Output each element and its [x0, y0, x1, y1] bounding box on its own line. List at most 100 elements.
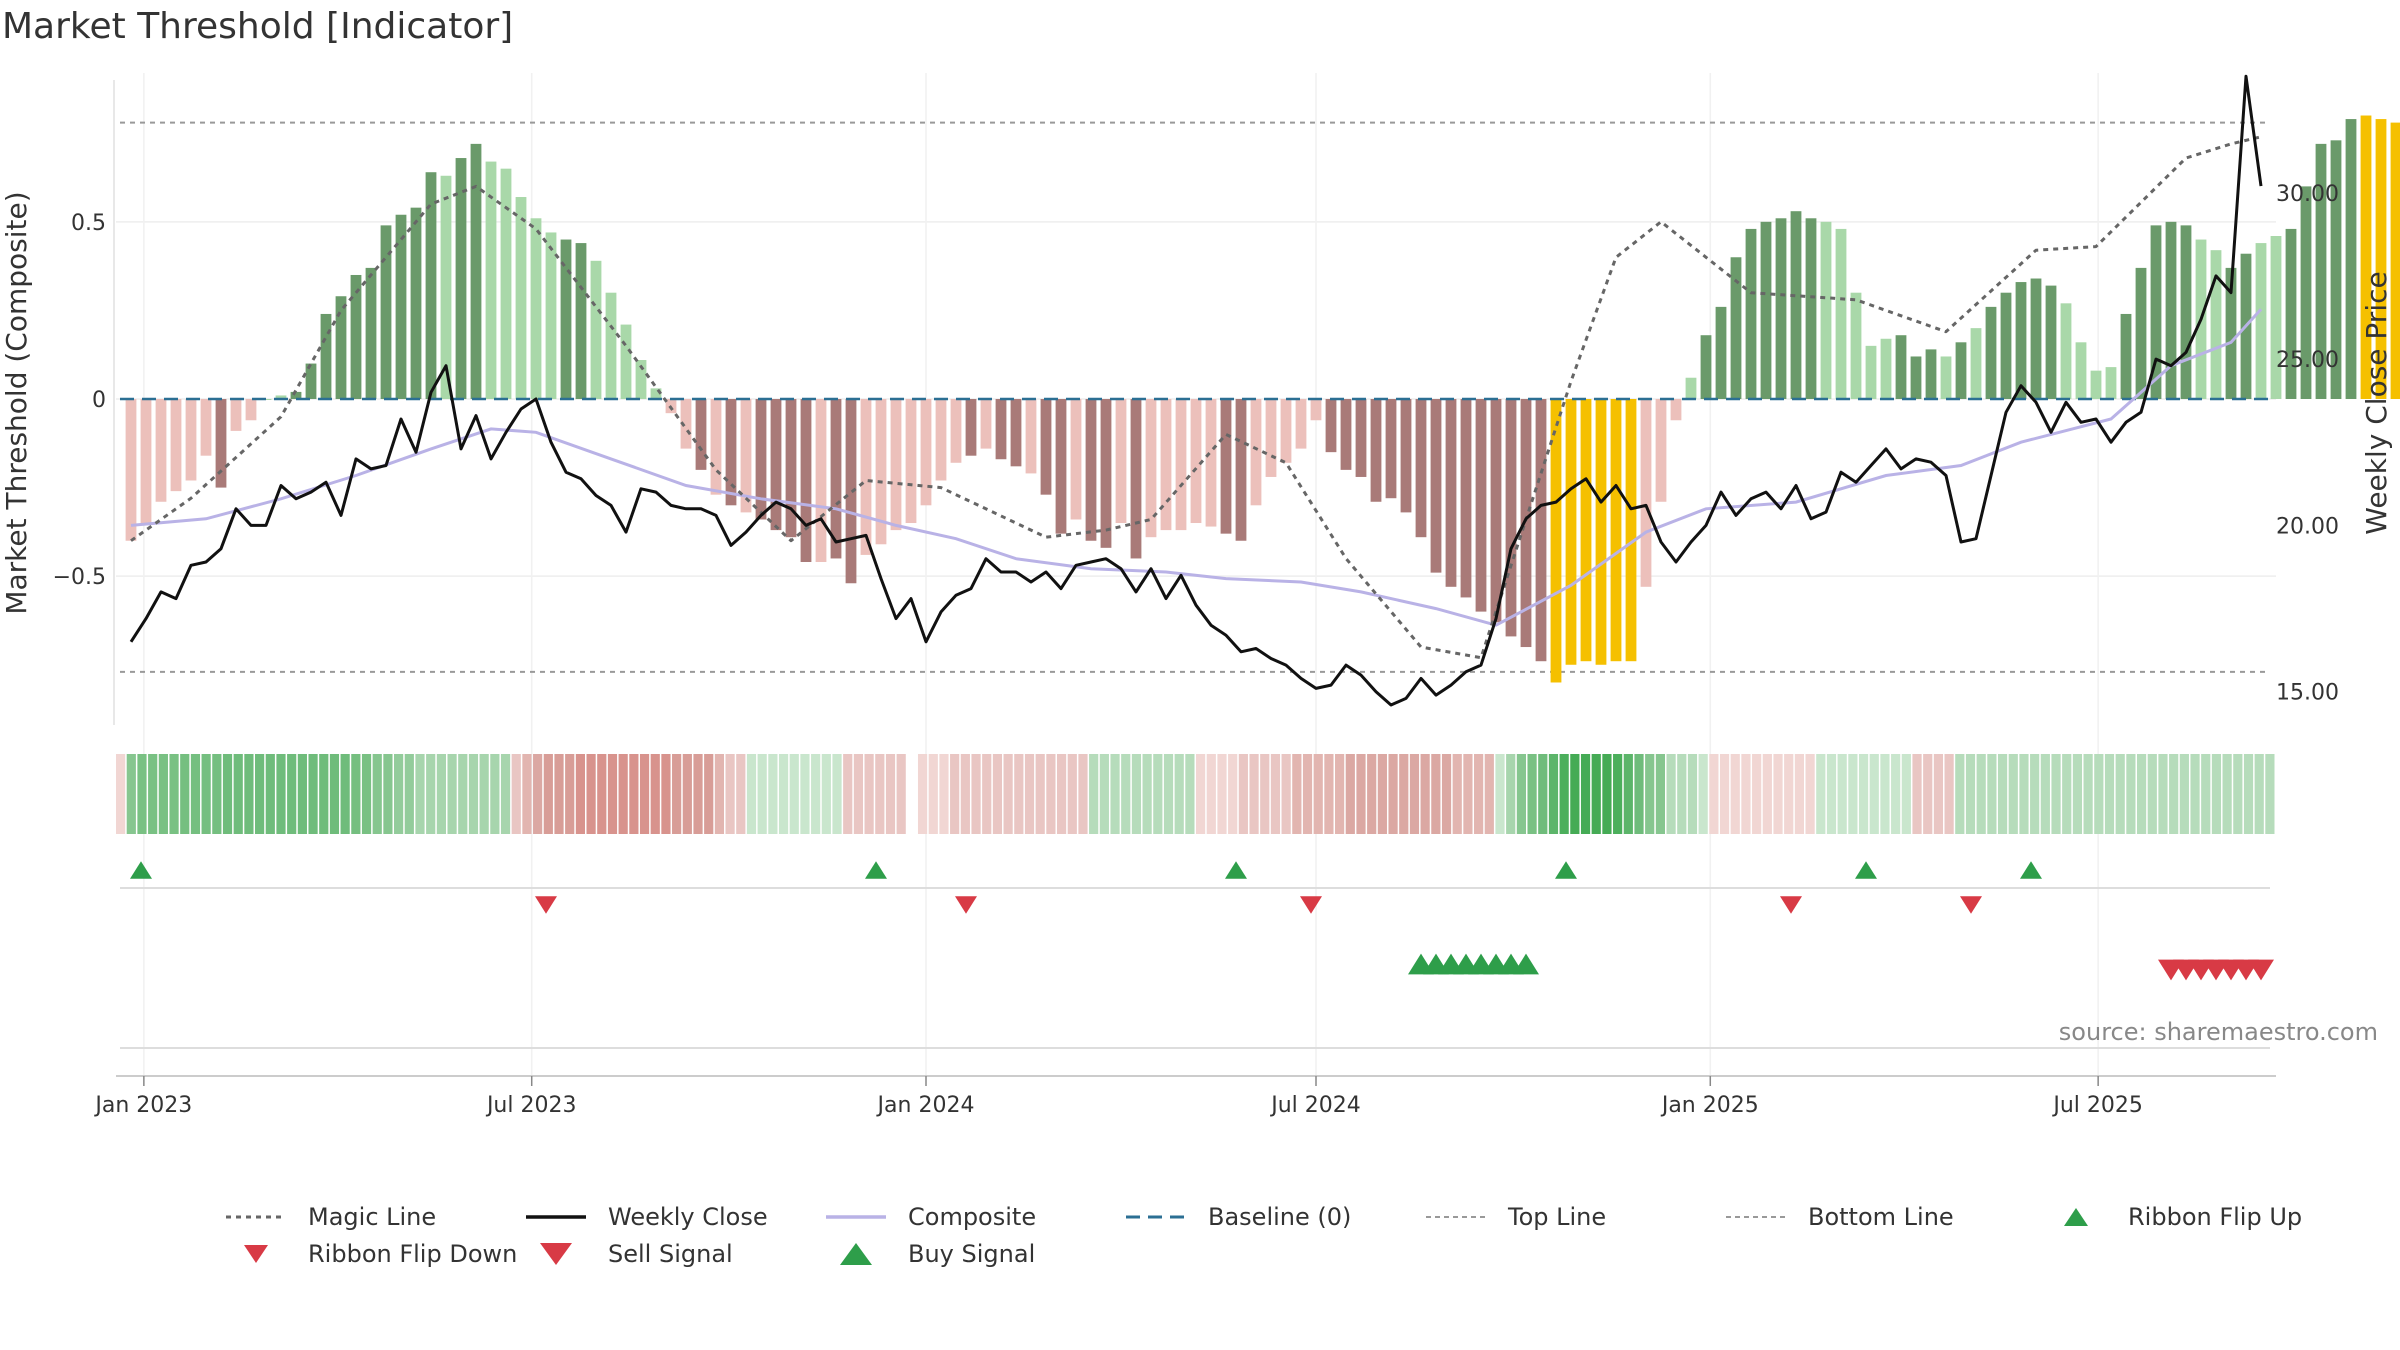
ribbon-cell: [832, 754, 842, 834]
axes: −0.5 0 0.5 15.00 20.00 25.00 30.00: [53, 80, 2339, 725]
histogram-bar: [1460, 399, 1472, 598]
ribbon-cell: [704, 754, 714, 834]
legend-label: Baseline (0): [1208, 1203, 1351, 1231]
ribbon-cell: [1773, 754, 1783, 834]
x-axis-tick-label: Jul 2024: [1269, 1093, 1361, 1118]
histogram-bar: [1790, 211, 1802, 399]
ribbon-cell: [1078, 754, 1088, 834]
histogram-bar: [1250, 399, 1262, 506]
histogram-bar: [1985, 306, 1997, 399]
ribbon-cell: [565, 754, 575, 834]
histogram-bar: [800, 399, 812, 562]
histogram-bar: [440, 175, 452, 399]
ribbon-cell: [276, 754, 286, 834]
ribbon-flip-down-marker: [1780, 896, 1802, 914]
ribbon-cell: [672, 754, 682, 834]
ribbon-cell: [1324, 754, 1334, 834]
histogram-bar: [560, 239, 572, 399]
ribbon-cell: [2158, 754, 2168, 834]
histogram-bar: [1310, 399, 1322, 421]
ribbon-cell: [180, 754, 190, 834]
histogram-bar: [770, 399, 782, 531]
histogram-bar: [2045, 285, 2057, 399]
histogram-bar: [2390, 122, 2400, 399]
legend-item: Ribbon Flip Up: [2064, 1203, 2302, 1231]
ribbon-cell: [436, 754, 446, 834]
ribbon-cell: [885, 754, 896, 834]
histogram-bar: [305, 363, 317, 399]
histogram-bar: [1940, 356, 1952, 399]
ribbon-cell: [137, 754, 147, 834]
histogram-bar: [2345, 119, 2357, 399]
histogram-bar: [1640, 399, 1652, 587]
ribbon-cell: [982, 754, 992, 834]
histogram-bar: [170, 399, 182, 492]
ribbon-cell: [222, 754, 233, 834]
ribbon-cell: [853, 754, 864, 834]
ribbon-cell: [1837, 754, 1847, 834]
ribbon-cell: [1313, 754, 1323, 834]
ribbon-cell: [1538, 754, 1548, 834]
ribbon-cell: [778, 754, 789, 834]
x-axis-tick-label: Jan 2024: [876, 1093, 975, 1118]
ribbon-cell: [1110, 754, 1120, 834]
histogram-bar: [455, 158, 467, 399]
ribbon-cell: [1056, 754, 1067, 834]
ribbon-cell: [1677, 754, 1687, 834]
histogram-bar: [1535, 399, 1547, 662]
histogram-bar: [1670, 399, 1682, 421]
ribbon-cell: [607, 754, 618, 834]
ribbon-cell: [618, 754, 628, 834]
histogram-bar: [635, 360, 647, 399]
ribbon-cell: [907, 754, 917, 834]
histogram-bar: [1205, 399, 1217, 527]
ribbon-cell: [351, 754, 361, 834]
ribbon-cell: [1302, 754, 1313, 834]
ribbon-cell: [896, 754, 906, 834]
ribbon-cell: [1067, 754, 1077, 834]
histogram-bar: [2000, 292, 2012, 399]
ribbon-cell: [1709, 754, 1719, 834]
histogram-bar: [1190, 399, 1202, 524]
ribbon-cell: [2040, 754, 2050, 834]
ribbon-cell: [682, 754, 692, 834]
ribbon-cell: [500, 754, 511, 834]
histogram-bar: [815, 399, 827, 562]
ribbon-cell: [2008, 754, 2018, 834]
ribbon-cell: [212, 754, 222, 834]
histogram-bar: [1130, 399, 1142, 559]
ribbon-cell: [1891, 754, 1901, 834]
ribbon-cell: [1719, 754, 1730, 834]
buy-signal-marker: [1513, 953, 1539, 975]
ribbon-cell: [158, 754, 168, 834]
ribbon-cell: [1645, 754, 1655, 834]
ribbon-cell: [2211, 754, 2222, 834]
ribbon-cell: [2222, 754, 2232, 834]
magic-line: [130, 135, 2262, 660]
histogram-bar: [680, 399, 692, 449]
histogram-bar: [545, 232, 557, 399]
ribbon-cell: [1270, 754, 1281, 834]
histogram-bar: [2135, 267, 2147, 399]
ribbon-cell: [2190, 754, 2200, 834]
ribbon-cell: [2030, 754, 2040, 834]
ribbon-cell: [800, 754, 810, 834]
ribbon-cell: [1142, 754, 1152, 834]
histogram-bar: [2300, 186, 2312, 399]
histogram-bar: [1745, 228, 1757, 399]
histogram-bar: [1040, 399, 1052, 495]
y-right-tick-label: 30.00: [2276, 182, 2339, 207]
legend-label: Composite: [908, 1203, 1036, 1231]
ribbon-cell: [447, 754, 457, 834]
ribbon-cell: [1655, 754, 1665, 834]
ribbon-cell: [693, 754, 703, 834]
weekly-close-line: [129, 74, 2263, 707]
ribbon-cell: [308, 754, 318, 834]
histogram-bar: [1370, 399, 1382, 502]
histogram-bar: [890, 399, 902, 531]
histogram-bar: [2030, 278, 2042, 399]
histogram-bar: [140, 399, 152, 524]
series-lines: [120, 74, 2270, 707]
ribbon-cell: [1559, 754, 1569, 834]
histogram-bar: [1910, 356, 1922, 399]
